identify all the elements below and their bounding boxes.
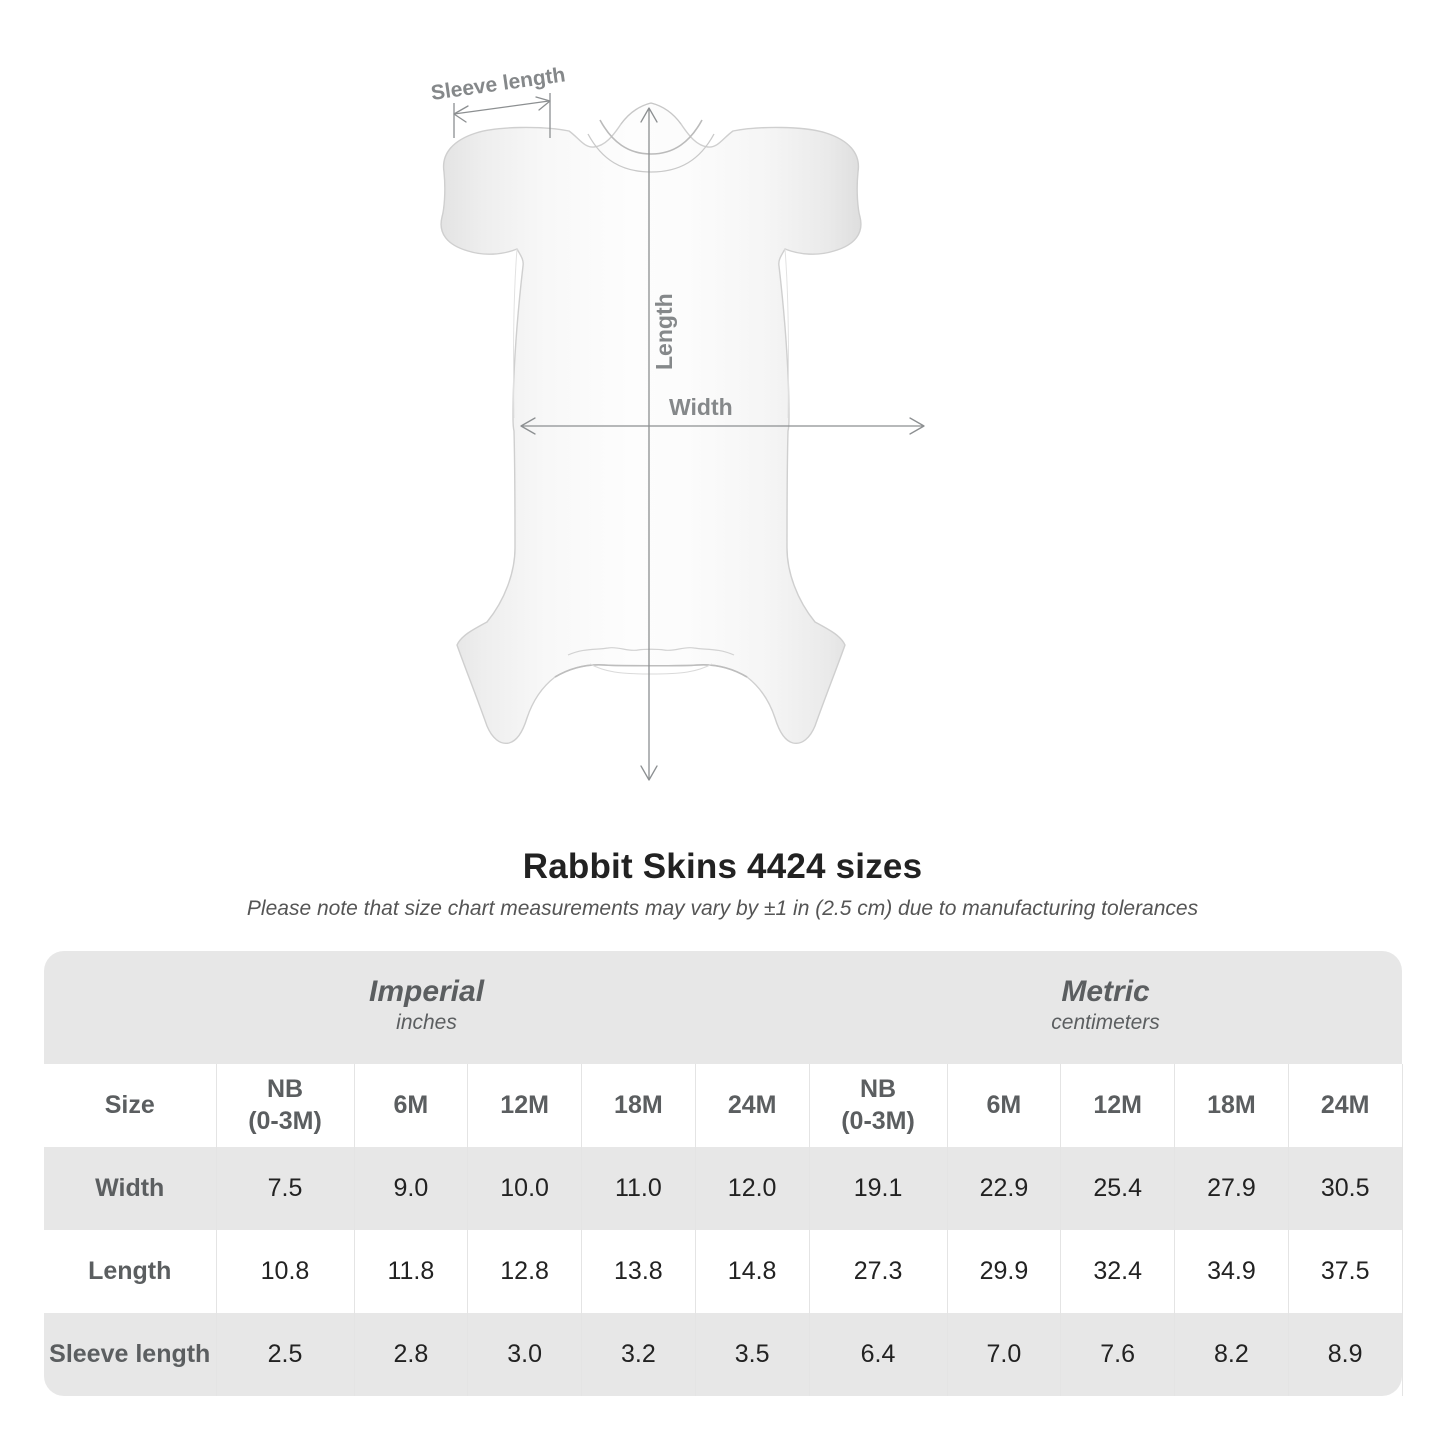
svg-text:Sleeve length: Sleeve length xyxy=(429,63,566,105)
svg-text:Length: Length xyxy=(651,293,677,370)
svg-text:Width: Width xyxy=(669,394,733,420)
